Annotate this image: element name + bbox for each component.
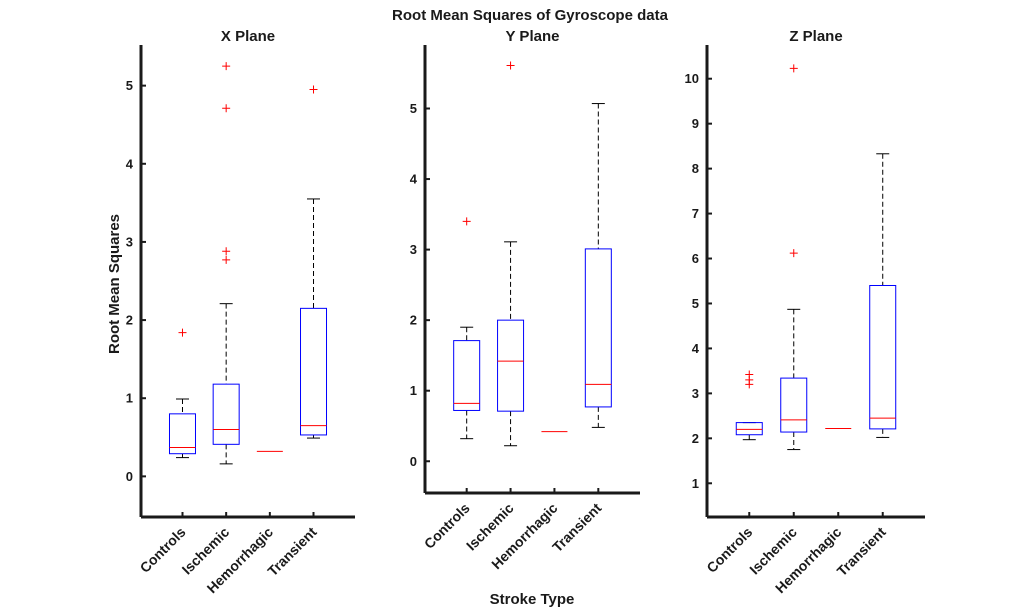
iqr-box (453, 340, 481, 411)
y-tick-label: 0 (410, 454, 417, 469)
y-tick-label: 5 (692, 296, 699, 311)
outlier-marker (789, 64, 798, 73)
outlier-marker (178, 328, 187, 337)
y-axis-label: Root Mean Squares (106, 214, 123, 354)
box-ischemic (780, 64, 808, 451)
panel-title: Y Plane (506, 28, 560, 45)
outlier-marker (222, 104, 231, 113)
box-transient (584, 103, 612, 428)
subplot-z-plane: Z Plane12345678910ControlsIschemicHemorr… (685, 28, 925, 596)
iqr-box (780, 377, 808, 433)
outlier-marker (309, 85, 318, 94)
outlier-marker (222, 62, 231, 71)
outlier-marker (789, 249, 798, 258)
y-tick-label: 10 (685, 71, 699, 86)
y-tick-label: 7 (692, 206, 699, 221)
box-transient (300, 85, 328, 439)
box-controls (735, 370, 763, 441)
y-tick-label: 0 (126, 469, 133, 484)
y-tick-label: 3 (126, 234, 133, 249)
box-ischemic (497, 61, 525, 447)
box-controls (453, 217, 481, 440)
x-axis-label: Stroke Type (490, 591, 575, 608)
y-tick-label: 2 (126, 313, 133, 328)
outlier-marker (506, 61, 515, 70)
y-tick-label: 9 (692, 116, 699, 131)
y-tick-label: 1 (126, 391, 133, 406)
y-tick-label: 3 (410, 242, 417, 257)
y-tick-label: 5 (126, 78, 133, 93)
y-tick-label: 1 (410, 383, 417, 398)
y-tick-label: 5 (410, 101, 417, 116)
iqr-box (584, 248, 612, 408)
outlier-marker (222, 255, 231, 264)
y-tick-label: 2 (692, 431, 699, 446)
iqr-box (869, 284, 897, 430)
x-tick-label: Transient (549, 500, 605, 556)
box-ischemic (212, 62, 240, 465)
box-transient (869, 153, 897, 438)
panel-title: Z Plane (789, 28, 842, 45)
subplot-panels: X Plane012345ControlsIschemicHemorrhagic… (126, 28, 925, 596)
figure-title: Root Mean Squares of Gyroscope data (392, 7, 669, 24)
y-tick-label: 2 (410, 313, 417, 328)
iqr-box (212, 383, 240, 445)
iqr-box (735, 422, 763, 436)
outlier-marker (462, 217, 471, 226)
iqr-box (300, 307, 328, 436)
box-controls (168, 328, 196, 459)
y-tick-label: 4 (692, 341, 700, 356)
y-tick-label: 3 (692, 386, 699, 401)
subplot-y-plane: Y Plane012345ControlsIschemicHemorrhagic… (410, 28, 640, 572)
y-tick-label: 6 (692, 251, 699, 266)
subplot-x-plane: X Plane012345ControlsIschemicHemorrhagic… (126, 28, 355, 596)
panel-title: X Plane (221, 28, 275, 45)
outlier-marker (745, 370, 754, 379)
x-tick-label: Transient (834, 524, 890, 580)
y-tick-label: 4 (126, 156, 134, 171)
y-tick-label: 1 (692, 476, 699, 491)
y-tick-label: 4 (410, 172, 418, 187)
y-tick-label: 8 (692, 161, 699, 176)
iqr-box (168, 413, 196, 455)
outlier-marker (222, 247, 231, 256)
iqr-box (497, 319, 525, 412)
